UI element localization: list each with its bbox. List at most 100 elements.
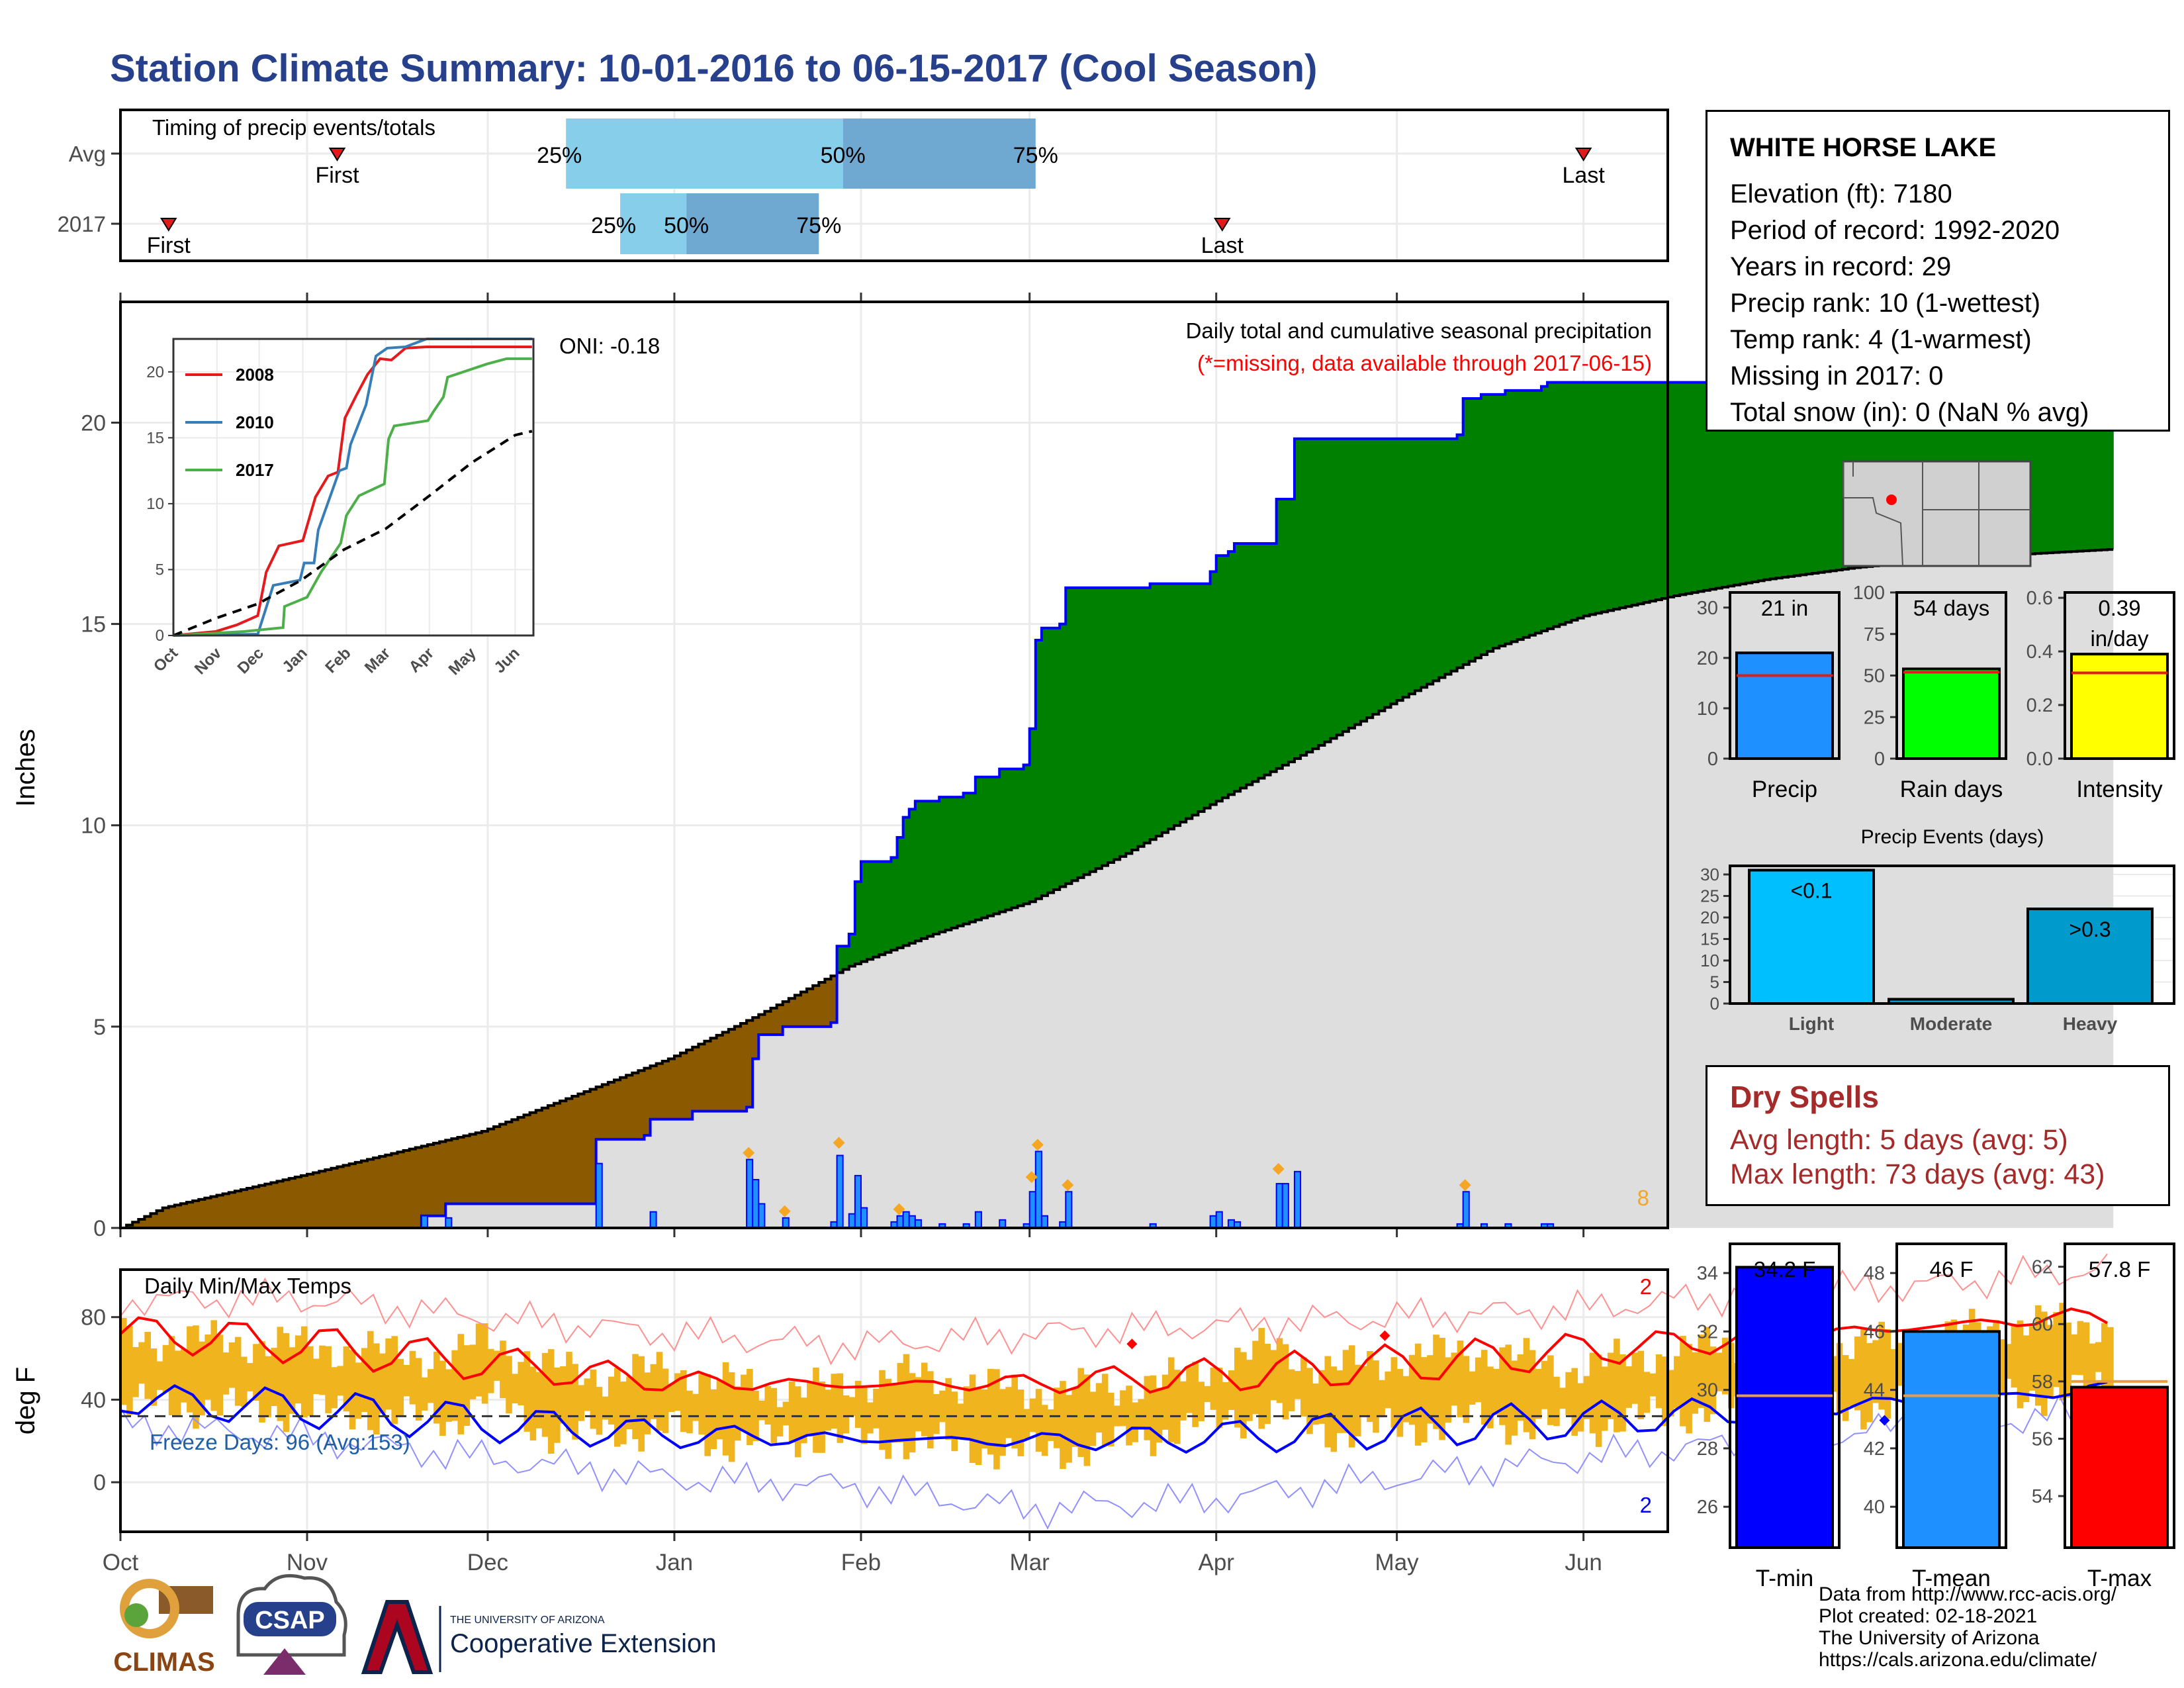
- summary-frame: [2064, 591, 2175, 760]
- dry-area: [144, 1216, 152, 1228]
- dry-area: [547, 1105, 555, 1204]
- dry-area: [831, 976, 838, 1023]
- dry-area: [325, 1170, 332, 1228]
- wet-area: [1264, 543, 1271, 775]
- temp-range-bar: [680, 1370, 687, 1432]
- wet-area: [1571, 382, 1578, 620]
- dry-area: [692, 1047, 699, 1111]
- wet-area: [1234, 543, 1241, 792]
- daily-precip-bar: [974, 1211, 982, 1229]
- events-title: Precip Events (days): [1861, 826, 2044, 848]
- map-border: [1843, 497, 1903, 567]
- temp-range-bar: [2071, 1334, 2078, 1375]
- temp-range-bar: [277, 1327, 284, 1421]
- wet-area: [1800, 382, 1807, 575]
- summary-category-label: T-max: [2087, 1566, 2152, 1591]
- dry-area: [409, 1149, 416, 1228]
- temp-range-bar: [1499, 1347, 1506, 1425]
- temp-range-bar: [1475, 1357, 1482, 1403]
- dry-area: [487, 1129, 494, 1204]
- temp-range-bar: [915, 1377, 922, 1432]
- wet-area: [1222, 555, 1229, 798]
- temp-range-bar: [1517, 1354, 1524, 1421]
- wet-area: [1752, 382, 1759, 582]
- dry-area: [608, 1082, 615, 1140]
- temp-range-bar: [596, 1387, 603, 1435]
- temp-range-bar: [457, 1334, 465, 1434]
- temp-range-bar: [162, 1344, 169, 1393]
- temp-range-bar: [2095, 1342, 2102, 1372]
- wet-area: [1373, 438, 1379, 715]
- temp-range-bar: [1354, 1364, 1361, 1436]
- wet-area: [927, 801, 934, 937]
- dry-area: [156, 1210, 163, 1228]
- temp-range-bar: [1559, 1387, 1566, 1409]
- wet-area: [1608, 382, 1614, 611]
- wet-area: [1776, 382, 1783, 579]
- temp-range-bar: [704, 1374, 711, 1456]
- wet-area: [1547, 382, 1554, 629]
- freeze-days-label: Freeze Days: 96 (Avg:153): [150, 1430, 410, 1454]
- heavy-event-marker: [1459, 1179, 1471, 1192]
- temp-range-bar: [126, 1326, 133, 1415]
- dry-area: [222, 1194, 230, 1228]
- dry-area: [343, 1165, 350, 1228]
- temp-range-bar: [698, 1374, 705, 1435]
- temp-range-bar: [1686, 1344, 1692, 1434]
- temp-range-bar: [668, 1383, 675, 1413]
- temp-range-bar: [120, 1317, 127, 1405]
- daily-precip-bar: [782, 1217, 790, 1229]
- temp-range-bar: [747, 1368, 753, 1446]
- temp-range-bar: [228, 1342, 236, 1388]
- dry-area: [193, 1201, 199, 1228]
- temp-range-bar: [1704, 1327, 1711, 1422]
- temp-range-bar: [848, 1397, 856, 1417]
- temp-range-bar: [837, 1373, 844, 1443]
- timing-bar-late: [842, 118, 1036, 189]
- summary-value-label: 0.39: [2098, 596, 2140, 620]
- inset-xtick-label: Nov: [191, 644, 226, 679]
- wet-area: [854, 881, 862, 964]
- station-elevation: Elevation (ft): 7180: [1730, 179, 1952, 209]
- wet-area: [1637, 382, 1645, 604]
- wet-area: [1312, 438, 1319, 749]
- temp-range-bar: [969, 1374, 976, 1463]
- wet-area: [1649, 382, 1657, 602]
- temp-range-bar: [1715, 1352, 1723, 1391]
- timing-first-label: First: [315, 163, 359, 188]
- wet-area: [1385, 438, 1392, 708]
- temp-record-marker: [1879, 1415, 1890, 1426]
- temp-range-bar: [1439, 1337, 1445, 1440]
- event-category-label: Moderate: [1910, 1013, 1992, 1034]
- wet-area: [1282, 499, 1289, 765]
- temp-range-bar: [1451, 1352, 1458, 1406]
- temp-range-bar: [752, 1390, 759, 1441]
- temp-range-bar: [993, 1369, 1000, 1470]
- dry-area: [259, 1185, 265, 1228]
- credit-url: https://cals.arizona.edu/climate/: [1819, 1649, 2097, 1671]
- temp-range-bar: [1144, 1376, 1151, 1440]
- summary-category-label: T-mean: [1912, 1566, 1991, 1591]
- temp-range-bar: [475, 1323, 482, 1397]
- dry-area: [337, 1166, 344, 1228]
- dry-area: [813, 985, 819, 1027]
- wet-area: [1457, 434, 1464, 668]
- precip-tick-label: 0: [93, 1216, 106, 1241]
- dry-area: [825, 979, 832, 1027]
- small-ytick-label: 40: [1864, 1497, 1885, 1518]
- temp-range-bar: [547, 1349, 555, 1454]
- dry-area: [403, 1150, 410, 1228]
- heavy-event-marker: [893, 1203, 905, 1215]
- temp-range-bar: [427, 1369, 434, 1403]
- wet-area: [1379, 438, 1386, 711]
- temp-range-bar: [1698, 1335, 1705, 1408]
- summary-category-label: Precip: [1752, 776, 1817, 802]
- temp-range-bar: [132, 1346, 139, 1397]
- inset-xtick-label: Oct: [150, 644, 181, 675]
- dry-area: [361, 1160, 368, 1228]
- wet-area: [1830, 382, 1837, 571]
- dry-area: [680, 1053, 687, 1119]
- temp-tick-label: 0: [93, 1470, 106, 1495]
- wet-area: [1523, 390, 1530, 637]
- temp-range-bar: [854, 1380, 862, 1429]
